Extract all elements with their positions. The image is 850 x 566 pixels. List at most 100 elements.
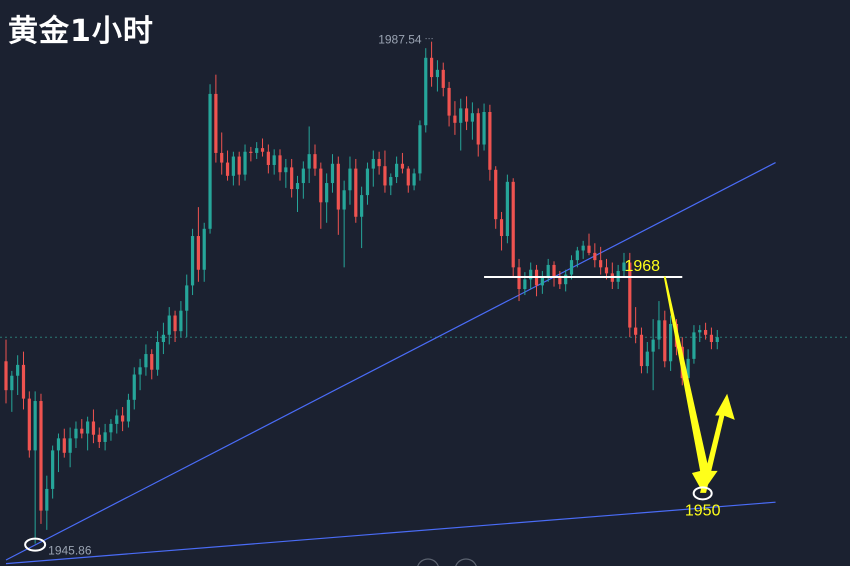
candle (453, 115, 457, 123)
candle (325, 183, 329, 203)
candle (179, 310, 183, 332)
low-price-label: 1945.86 (48, 544, 92, 558)
candle (68, 438, 72, 453)
candle (214, 93, 218, 153)
candle (16, 364, 20, 376)
candle (499, 219, 504, 237)
candle (109, 423, 113, 433)
candle (395, 163, 399, 178)
candle (634, 327, 638, 335)
candle (103, 432, 107, 442)
candle (313, 154, 317, 169)
candle (517, 267, 521, 290)
candle (161, 334, 166, 343)
candle (418, 125, 422, 174)
candle (272, 155, 276, 165)
candle (138, 367, 142, 375)
candle (115, 415, 119, 424)
candle (569, 260, 574, 275)
candle (558, 276, 562, 285)
candle (651, 339, 655, 352)
candle (330, 163, 335, 184)
candle (552, 264, 556, 277)
level-label-1950: 1950 (685, 502, 721, 519)
candle (529, 269, 533, 280)
candle (564, 274, 568, 285)
candle (220, 152, 224, 163)
candle (663, 320, 667, 362)
level-label-1968: 1968 (624, 258, 660, 275)
candle (523, 279, 527, 290)
candle (511, 181, 515, 268)
candle (319, 168, 323, 203)
candle (39, 401, 43, 511)
candle (173, 315, 177, 332)
candle (97, 434, 101, 442)
candle (91, 421, 96, 435)
candle (290, 167, 294, 190)
candle (494, 169, 498, 220)
candle (354, 168, 358, 217)
candle (464, 108, 469, 122)
candle (62, 438, 66, 453)
candle (208, 93, 212, 229)
candle (628, 262, 632, 328)
candle (202, 228, 206, 270)
candle (686, 358, 690, 379)
trendline-2 (5, 501, 776, 565)
candle (27, 398, 31, 451)
candle (587, 245, 591, 253)
candle (121, 415, 125, 422)
candle (365, 168, 370, 196)
candle (429, 57, 434, 78)
nav-right-icon (455, 558, 477, 566)
candle (505, 181, 509, 237)
candle (225, 162, 230, 176)
candle (307, 154, 311, 169)
nav-left-icon (417, 558, 439, 566)
candle (639, 334, 644, 367)
candle (295, 183, 300, 190)
chart-title: 黄金1小时 (8, 14, 154, 49)
candle (4, 361, 8, 391)
candle (482, 111, 486, 145)
candle (575, 250, 579, 261)
candle (278, 155, 282, 173)
candle (10, 375, 14, 391)
candle (255, 148, 259, 153)
candle (470, 113, 474, 122)
candle (669, 323, 673, 362)
low-point-circle (24, 537, 47, 552)
candle (459, 108, 463, 123)
candle (546, 264, 550, 277)
candle (715, 337, 719, 343)
candle (424, 57, 428, 126)
candle (144, 354, 148, 368)
candle (231, 156, 235, 176)
candle (150, 354, 154, 370)
candle (360, 195, 364, 217)
candle (488, 111, 492, 170)
candle (348, 168, 352, 191)
candle (86, 421, 90, 434)
candle (581, 245, 585, 251)
candle (412, 173, 416, 186)
candle (692, 332, 696, 359)
target-point-circle (692, 486, 713, 501)
candle (540, 276, 544, 286)
candle (406, 168, 410, 186)
projection-up-arrow (700, 393, 735, 493)
candle (342, 190, 346, 210)
candle (51, 450, 55, 489)
candle (476, 113, 480, 145)
candle (657, 320, 661, 340)
candle (435, 69, 440, 78)
candle (21, 364, 26, 399)
candle (33, 401, 37, 451)
candle (383, 166, 387, 186)
candle (377, 158, 381, 167)
candle (45, 488, 49, 511)
candle (74, 428, 78, 439)
